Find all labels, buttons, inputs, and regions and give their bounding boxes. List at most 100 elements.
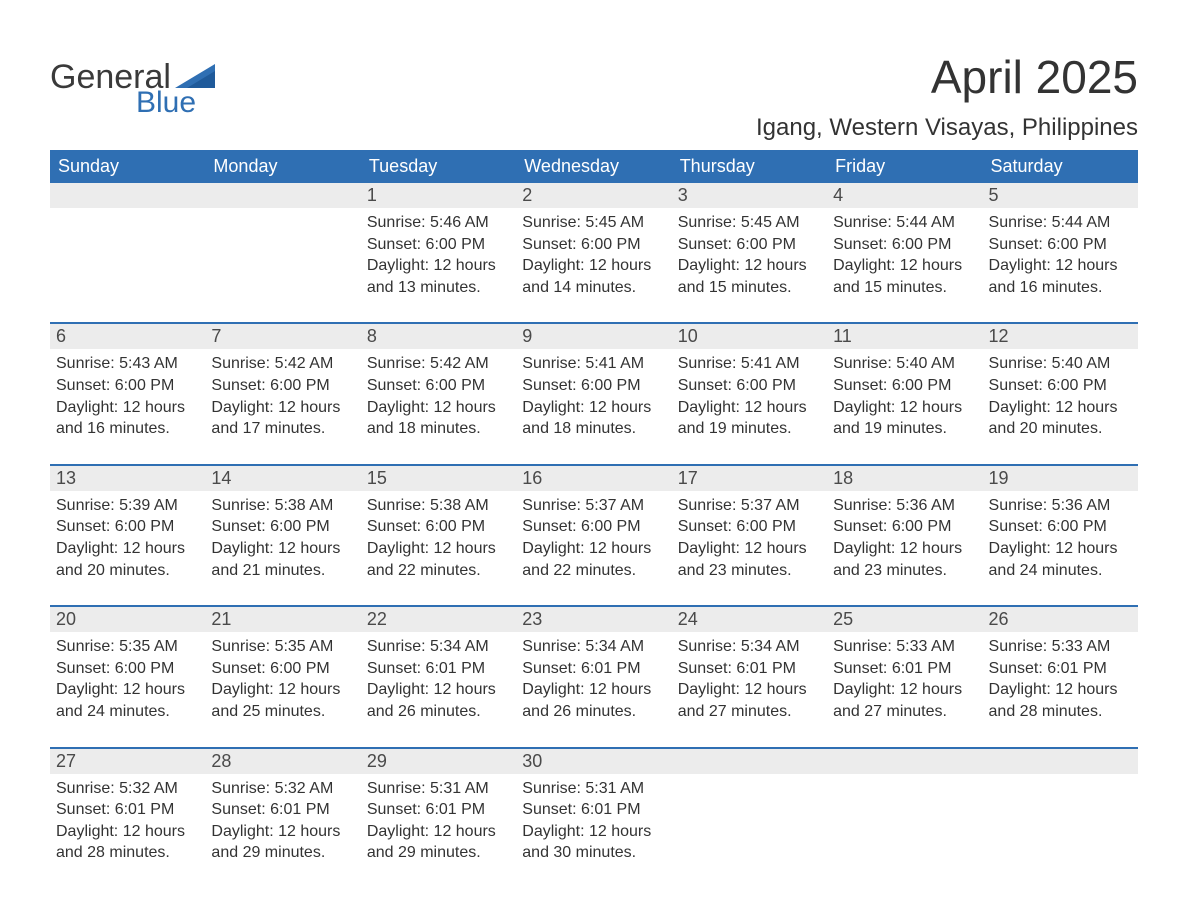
- day-body: Sunrise: 5:43 AMSunset: 6:00 PMDaylight:…: [50, 349, 205, 463]
- daylight-text: Daylight: 12 hours and 26 minutes.: [367, 679, 510, 722]
- col-thursday: Thursday: [672, 150, 827, 183]
- day-body: Sunrise: 5:46 AMSunset: 6:00 PMDaylight:…: [361, 208, 516, 322]
- day-number: 24: [672, 607, 827, 632]
- day-body: Sunrise: 5:32 AMSunset: 6:01 PMDaylight:…: [205, 774, 360, 888]
- day-number: 2: [516, 183, 671, 208]
- sunset-text: Sunset: 6:00 PM: [56, 375, 199, 397]
- day-body: [50, 208, 205, 314]
- daylight-text: Daylight: 12 hours and 26 minutes.: [522, 679, 665, 722]
- sunset-text: Sunset: 6:01 PM: [989, 658, 1132, 680]
- sunset-text: Sunset: 6:00 PM: [833, 234, 976, 256]
- calendar-cell: 7Sunrise: 5:42 AMSunset: 6:00 PMDaylight…: [205, 323, 360, 464]
- sunset-text: Sunset: 6:01 PM: [211, 799, 354, 821]
- brand-word-2: Blue: [136, 86, 215, 120]
- calendar-cell: [827, 748, 982, 888]
- day-number: 7: [205, 324, 360, 349]
- col-friday: Friday: [827, 150, 982, 183]
- day-number: 3: [672, 183, 827, 208]
- calendar-cell: 6Sunrise: 5:43 AMSunset: 6:00 PMDaylight…: [50, 323, 205, 464]
- daylight-text: Daylight: 12 hours and 24 minutes.: [989, 538, 1132, 581]
- sunrise-text: Sunrise: 5:34 AM: [678, 636, 821, 658]
- sunset-text: Sunset: 6:00 PM: [367, 375, 510, 397]
- day-body: Sunrise: 5:34 AMSunset: 6:01 PMDaylight:…: [516, 632, 671, 746]
- day-body: Sunrise: 5:44 AMSunset: 6:00 PMDaylight:…: [827, 208, 982, 322]
- day-body: Sunrise: 5:38 AMSunset: 6:00 PMDaylight:…: [205, 491, 360, 605]
- daylight-text: Daylight: 12 hours and 23 minutes.: [833, 538, 976, 581]
- sunset-text: Sunset: 6:00 PM: [211, 375, 354, 397]
- day-number: 15: [361, 466, 516, 491]
- sunrise-text: Sunrise: 5:39 AM: [56, 495, 199, 517]
- day-number: 25: [827, 607, 982, 632]
- daylight-text: Daylight: 12 hours and 29 minutes.: [211, 821, 354, 864]
- sunset-text: Sunset: 6:00 PM: [522, 375, 665, 397]
- calendar-cell: 25Sunrise: 5:33 AMSunset: 6:01 PMDayligh…: [827, 606, 982, 747]
- daylight-text: Daylight: 12 hours and 29 minutes.: [367, 821, 510, 864]
- day-body: Sunrise: 5:31 AMSunset: 6:01 PMDaylight:…: [361, 774, 516, 888]
- daylight-text: Daylight: 12 hours and 25 minutes.: [211, 679, 354, 722]
- day-number: 11: [827, 324, 982, 349]
- sunset-text: Sunset: 6:01 PM: [522, 658, 665, 680]
- day-number: 16: [516, 466, 671, 491]
- col-monday: Monday: [205, 150, 360, 183]
- sunset-text: Sunset: 6:01 PM: [367, 799, 510, 821]
- daylight-text: Daylight: 12 hours and 14 minutes.: [522, 255, 665, 298]
- day-number: 1: [361, 183, 516, 208]
- daylight-text: Daylight: 12 hours and 21 minutes.: [211, 538, 354, 581]
- calendar-cell: [205, 183, 360, 323]
- calendar-cell: 19Sunrise: 5:36 AMSunset: 6:00 PMDayligh…: [983, 465, 1138, 606]
- daylight-text: Daylight: 12 hours and 28 minutes.: [989, 679, 1132, 722]
- location-text: Igang, Western Visayas, Philippines: [756, 114, 1138, 142]
- sunrise-text: Sunrise: 5:31 AM: [522, 778, 665, 800]
- day-number: 21: [205, 607, 360, 632]
- daylight-text: Daylight: 12 hours and 27 minutes.: [678, 679, 821, 722]
- calendar-cell: 22Sunrise: 5:34 AMSunset: 6:01 PMDayligh…: [361, 606, 516, 747]
- sunset-text: Sunset: 6:00 PM: [833, 375, 976, 397]
- calendar-cell: [50, 183, 205, 323]
- sunrise-text: Sunrise: 5:32 AM: [56, 778, 199, 800]
- day-number: 28: [205, 749, 360, 774]
- sunrise-text: Sunrise: 5:41 AM: [522, 353, 665, 375]
- daylight-text: Daylight: 12 hours and 23 minutes.: [678, 538, 821, 581]
- sunset-text: Sunset: 6:00 PM: [678, 516, 821, 538]
- day-number: [205, 183, 360, 208]
- day-body: Sunrise: 5:38 AMSunset: 6:00 PMDaylight:…: [361, 491, 516, 605]
- sunset-text: Sunset: 6:00 PM: [56, 658, 199, 680]
- calendar-cell: 26Sunrise: 5:33 AMSunset: 6:01 PMDayligh…: [983, 606, 1138, 747]
- calendar-cell: 28Sunrise: 5:32 AMSunset: 6:01 PMDayligh…: [205, 748, 360, 888]
- day-number: [672, 749, 827, 774]
- calendar-cell: 20Sunrise: 5:35 AMSunset: 6:00 PMDayligh…: [50, 606, 205, 747]
- day-body: Sunrise: 5:32 AMSunset: 6:01 PMDaylight:…: [50, 774, 205, 888]
- day-number: 10: [672, 324, 827, 349]
- page-title: April 2025: [756, 50, 1138, 104]
- daylight-text: Daylight: 12 hours and 13 minutes.: [367, 255, 510, 298]
- day-body: Sunrise: 5:37 AMSunset: 6:00 PMDaylight:…: [672, 491, 827, 605]
- day-body: Sunrise: 5:37 AMSunset: 6:00 PMDaylight:…: [516, 491, 671, 605]
- daylight-text: Daylight: 12 hours and 18 minutes.: [522, 397, 665, 440]
- sunrise-text: Sunrise: 5:44 AM: [833, 212, 976, 234]
- calendar-cell: 2Sunrise: 5:45 AMSunset: 6:00 PMDaylight…: [516, 183, 671, 323]
- col-sunday: Sunday: [50, 150, 205, 183]
- sunset-text: Sunset: 6:00 PM: [989, 234, 1132, 256]
- page-header: General Blue April 2025 Igang, Western V…: [50, 50, 1138, 142]
- day-number: 12: [983, 324, 1138, 349]
- sunset-text: Sunset: 6:00 PM: [678, 234, 821, 256]
- sunset-text: Sunset: 6:01 PM: [522, 799, 665, 821]
- sunset-text: Sunset: 6:01 PM: [367, 658, 510, 680]
- day-number: 14: [205, 466, 360, 491]
- daylight-text: Daylight: 12 hours and 22 minutes.: [522, 538, 665, 581]
- calendar-cell: 3Sunrise: 5:45 AMSunset: 6:00 PMDaylight…: [672, 183, 827, 323]
- sunset-text: Sunset: 6:00 PM: [211, 658, 354, 680]
- day-number: 8: [361, 324, 516, 349]
- sunrise-text: Sunrise: 5:38 AM: [211, 495, 354, 517]
- day-body: Sunrise: 5:42 AMSunset: 6:00 PMDaylight:…: [361, 349, 516, 463]
- day-body: Sunrise: 5:39 AMSunset: 6:00 PMDaylight:…: [50, 491, 205, 605]
- sunrise-text: Sunrise: 5:35 AM: [56, 636, 199, 658]
- flag-icon: [175, 64, 215, 88]
- day-body: Sunrise: 5:35 AMSunset: 6:00 PMDaylight:…: [50, 632, 205, 746]
- day-number: 6: [50, 324, 205, 349]
- sunset-text: Sunset: 6:01 PM: [56, 799, 199, 821]
- sunrise-text: Sunrise: 5:43 AM: [56, 353, 199, 375]
- daylight-text: Daylight: 12 hours and 16 minutes.: [989, 255, 1132, 298]
- calendar-cell: 23Sunrise: 5:34 AMSunset: 6:01 PMDayligh…: [516, 606, 671, 747]
- calendar-cell: 10Sunrise: 5:41 AMSunset: 6:00 PMDayligh…: [672, 323, 827, 464]
